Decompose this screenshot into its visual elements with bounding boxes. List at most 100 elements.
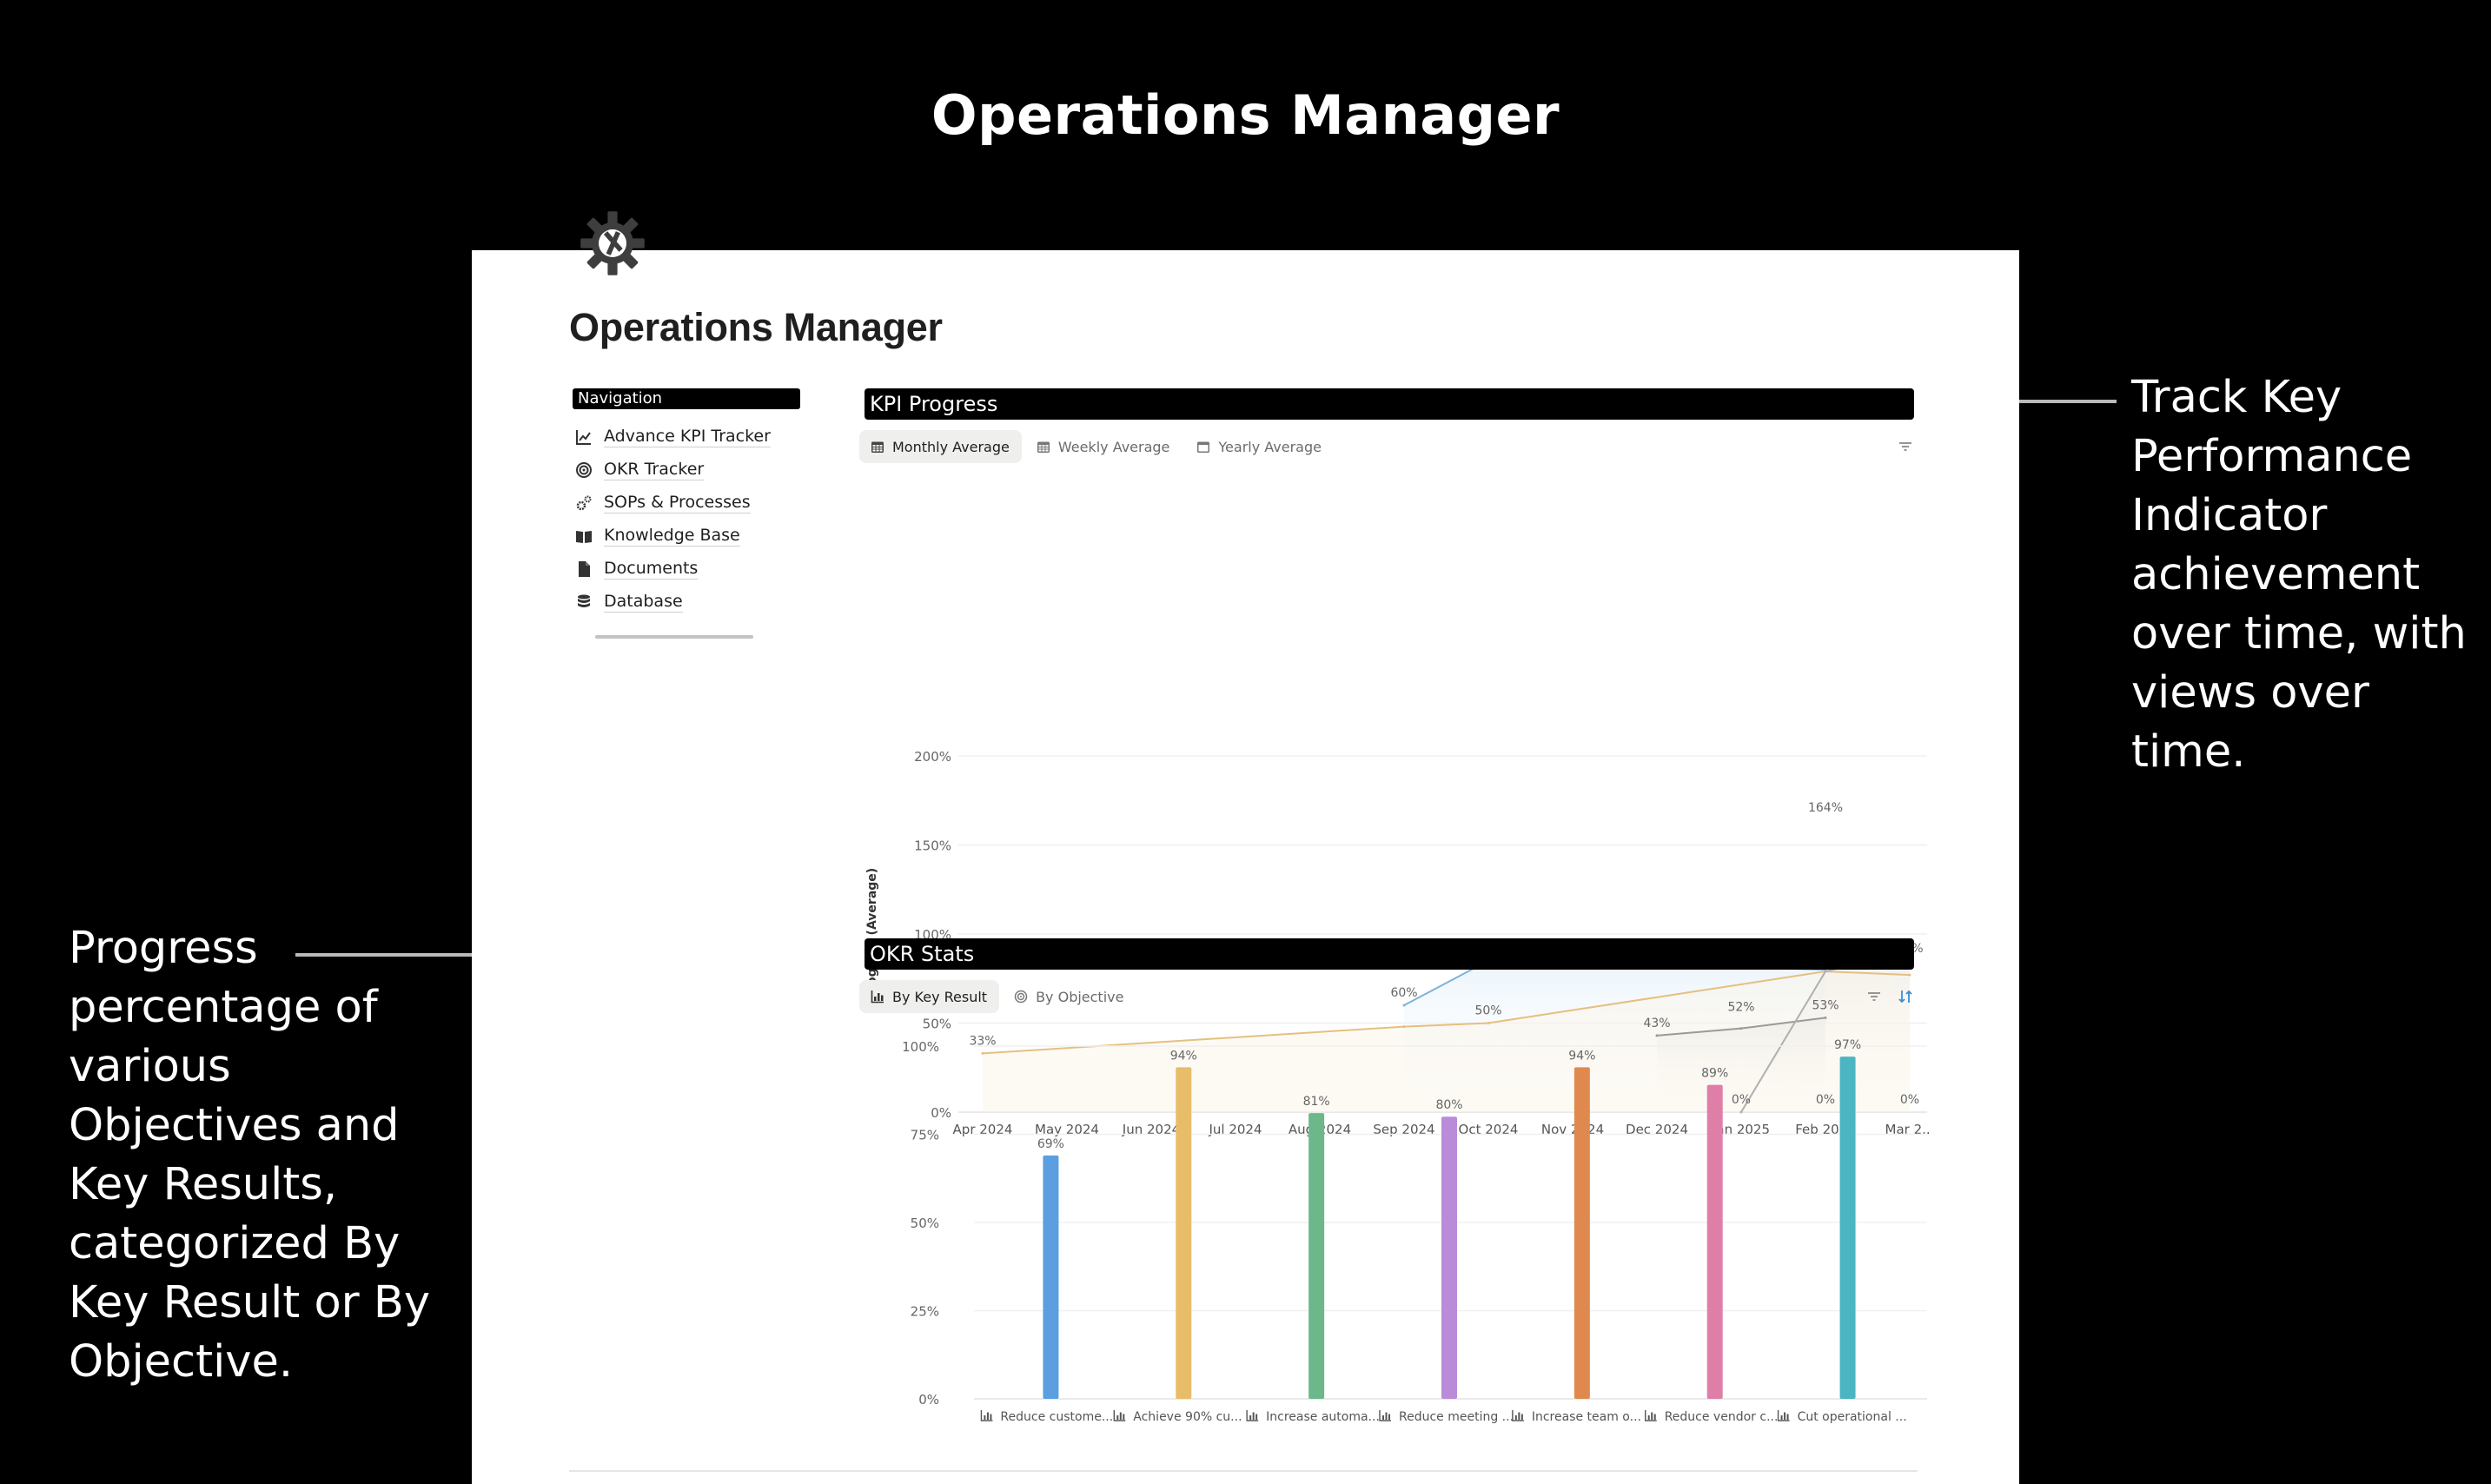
- x-tick-label: Sep 2024: [1373, 1122, 1434, 1137]
- nav-item-label: Database: [604, 592, 683, 613]
- bar-chart-icon: [980, 1410, 993, 1421]
- data-point: [1402, 1004, 1406, 1007]
- gear-icon[interactable]: [578, 209, 647, 278]
- bar-value-label: 81%: [1303, 1095, 1330, 1109]
- calendar-icon: [1036, 439, 1051, 454]
- y-tick-label: 0%: [931, 1105, 951, 1121]
- series-area: [983, 971, 1910, 1112]
- bar-value-label: 97%: [1834, 1038, 1861, 1052]
- data-label: 0%: [1732, 1093, 1751, 1107]
- nav-item-label: Advance KPI Tracker: [604, 427, 771, 447]
- x-tick-label: Increase automa...: [1266, 1410, 1380, 1424]
- nav-item-okr-tracker[interactable]: OKR Tracker: [574, 454, 771, 487]
- okr-stats-chart: 0% 25% 50% 75% 100% 69% Reduce custome... 94% Ac…: [902, 1038, 1927, 1424]
- bar-value-label: 80%: [1435, 1098, 1462, 1112]
- tab-label: Monthly Average: [892, 438, 1010, 455]
- tab-label: By Objective: [1036, 988, 1124, 1005]
- bar-chart-icon: [1379, 1410, 1391, 1421]
- x-tick-label: Oct 2024: [1459, 1122, 1519, 1137]
- bar-chart-icon: [1246, 1410, 1259, 1421]
- bar-value-label: 94%: [1170, 1049, 1197, 1063]
- notion-page: Operations Manager Navigation Advance KP…: [472, 209, 2019, 1484]
- target-icon: [1013, 989, 1029, 1004]
- kpi-view-tabs: Monthly Average Weekly Average Yearly Av…: [859, 430, 1337, 463]
- tab-label: By Key Result: [892, 988, 988, 1005]
- bottom-divider: [569, 1470, 1918, 1472]
- x-tick-label: Jun 2024: [1122, 1122, 1180, 1137]
- document-icon: [574, 560, 593, 579]
- y-tick-label: 0%: [918, 1392, 939, 1408]
- nav-item-sops-processes[interactable]: SOPs & Processes: [574, 487, 771, 520]
- tab-monthly-average[interactable]: Monthly Average: [859, 430, 1022, 463]
- bar: [1839, 1057, 1856, 1399]
- nav-item-documents[interactable]: Documents: [574, 553, 771, 586]
- y-tick-label: 100%: [902, 1039, 939, 1055]
- bar-chart-icon: [1777, 1410, 1790, 1421]
- database-icon: [574, 593, 593, 612]
- kpi-section-header: KPI Progress: [865, 388, 1914, 420]
- bar: [1573, 1067, 1590, 1399]
- data-label: 50%: [1474, 1004, 1501, 1018]
- y-tick-label: 25%: [911, 1304, 939, 1320]
- x-tick-label: Dec 2024: [1626, 1122, 1688, 1137]
- callout-kpi: Track Key Performance Indicator achievem…: [2131, 372, 2467, 778]
- bar-chart-icon: [1113, 1410, 1126, 1421]
- y-tick-label: 75%: [911, 1128, 939, 1143]
- nav-item-knowledge-base[interactable]: Knowledge Base: [574, 520, 771, 553]
- data-label: 164%: [1808, 801, 1843, 815]
- bar: [1441, 1116, 1457, 1399]
- bar-value-label: 89%: [1701, 1067, 1728, 1081]
- tab-yearly-average[interactable]: Yearly Average: [1185, 430, 1334, 463]
- x-tick-label: Jan 2025: [1712, 1122, 1770, 1137]
- x-tick-label: May 2024: [1035, 1122, 1099, 1137]
- x-tick-label: Cut operational ...: [1798, 1410, 1907, 1424]
- headline-title: Operations Manager: [931, 83, 1560, 147]
- tab-by-key-result[interactable]: By Key Result: [859, 980, 1000, 1013]
- tab-label: Yearly Average: [1218, 438, 1322, 455]
- target-icon: [574, 460, 593, 480]
- data-point: [1487, 1022, 1490, 1024]
- nav-item-label: SOPs & Processes: [604, 493, 751, 513]
- nav-item-advance-kpi-tracker[interactable]: Advance KPI Tracker: [574, 421, 771, 454]
- navigation-header: Navigation: [573, 388, 800, 409]
- tab-weekly-average[interactable]: Weekly Average: [1025, 430, 1183, 463]
- page-title: Operations Manager: [569, 305, 943, 349]
- navigation-list: Advance KPI Tracker OKR Tracker SOPs & P…: [574, 421, 771, 619]
- x-tick-label: Reduce meeting ...: [1399, 1410, 1514, 1424]
- y-tick-label: 50%: [911, 1216, 939, 1231]
- bar: [1308, 1113, 1325, 1399]
- y-tick-label: 150%: [914, 838, 951, 854]
- nav-divider: [595, 635, 753, 639]
- callout-connector-right: [1931, 400, 2117, 403]
- y-tick-label: 50%: [923, 1017, 951, 1032]
- tab-label: Weekly Average: [1057, 438, 1170, 455]
- callout-okr: Progress percentage of various Objective…: [69, 923, 431, 1388]
- nav-item-database[interactable]: Database: [574, 586, 771, 619]
- data-label: 0%: [1816, 1093, 1835, 1107]
- x-tick-label: Reduce vendor c...: [1665, 1410, 1779, 1424]
- bar-chart-icon: [870, 989, 885, 1004]
- data-label: 43%: [1643, 1017, 1670, 1030]
- data-point: [981, 1051, 984, 1055]
- x-tick-label: Mar 2...: [1885, 1122, 1931, 1137]
- x-tick-label: Jul 2024: [1208, 1122, 1262, 1137]
- okr-section-header: OKR Stats: [865, 938, 1914, 970]
- data-point: [1739, 1110, 1743, 1114]
- filter-icon[interactable]: [1897, 438, 1914, 455]
- tab-by-objective[interactable]: By Objective: [1003, 980, 1136, 1013]
- x-tick-label: Apr 2024: [953, 1122, 1013, 1137]
- bar: [1176, 1067, 1192, 1399]
- bar: [1043, 1155, 1059, 1399]
- gears-icon: [574, 494, 593, 513]
- bar-value-label: 94%: [1568, 1049, 1595, 1063]
- filter-icon[interactable]: [1865, 988, 1883, 1005]
- bar-value-label: 69%: [1037, 1137, 1064, 1151]
- nav-item-label: OKR Tracker: [604, 460, 705, 480]
- data-point: [1824, 970, 1827, 973]
- data-label: 60%: [1390, 986, 1417, 1000]
- bar-chart-icon: [1512, 1410, 1524, 1421]
- data-point: [1402, 1025, 1406, 1029]
- calendar-icon: [1196, 439, 1211, 454]
- sort-icon[interactable]: [1897, 988, 1914, 1005]
- data-point: [1739, 1027, 1743, 1030]
